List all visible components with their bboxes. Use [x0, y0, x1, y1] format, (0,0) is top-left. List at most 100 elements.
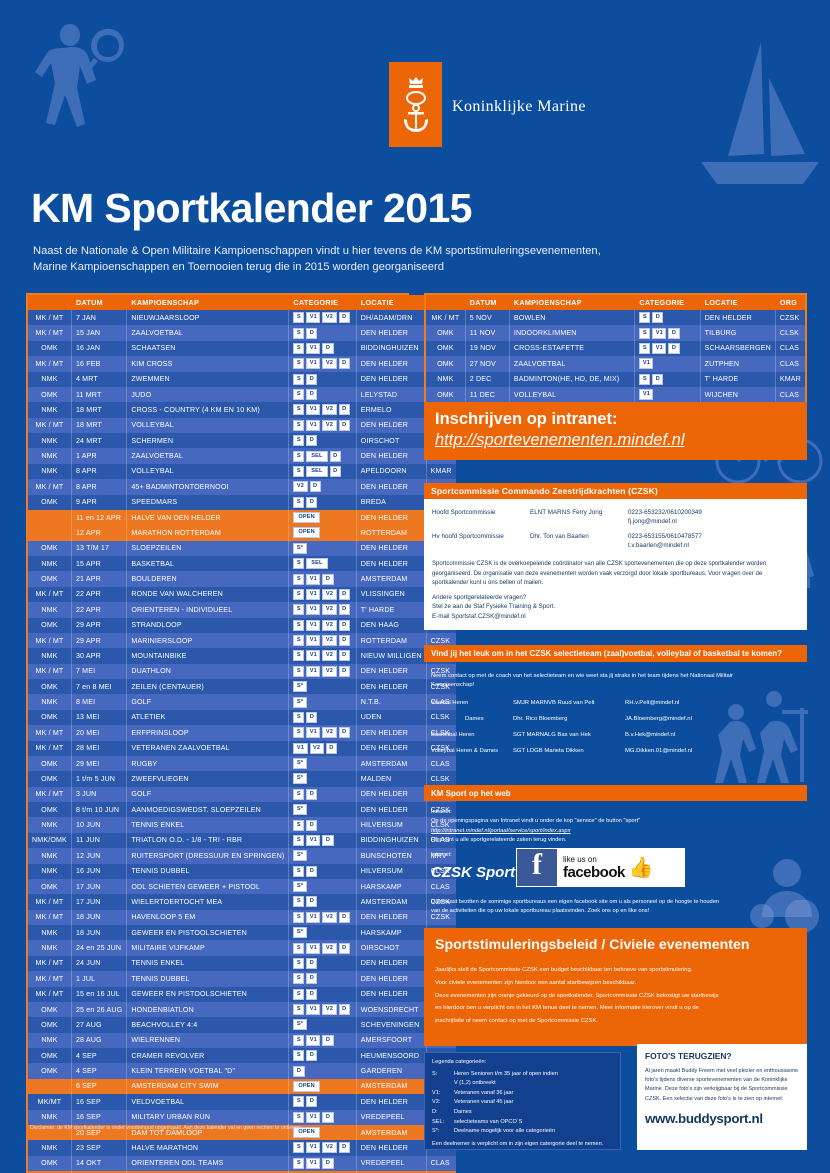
- table-row[interactable]: NMK 12 JUN RUITERSPORT (DRESSUUR EN SPRING…: [28, 848, 456, 864]
- table-row[interactable]: MK / MT 5 NOV BOWLEN S D DEN HELDER CZSK: [426, 310, 805, 326]
- table-row[interactable]: NMK 30 APR MOUNTAINBIKE S V1 V2 D NIEUW MILLIGE…: [28, 648, 456, 664]
- category-badge: S: [293, 373, 305, 385]
- cell-kampioenschap: SCHAATSEN: [126, 340, 290, 357]
- cell-locatie: OIRSCHOT: [356, 940, 427, 956]
- table-row[interactable]: MK / MT 7 MEI DUATHLON S V1 V2 D DEN HELDER CZSK: [28, 663, 456, 679]
- intranet-url-link[interactable]: http://sportevenementen.mindef.nl: [435, 431, 685, 449]
- facebook-like-badge[interactable]: f like us on facebook 👍: [516, 848, 685, 887]
- cell-datum: 6 SEP: [71, 1078, 128, 1095]
- coach-email[interactable]: MG.Dikken.01@mindef.nl: [625, 748, 693, 754]
- table-row[interactable]: MK / MT 8 APR 45+ BADMINTONTOERNOOI V2 D DEN …: [28, 479, 456, 495]
- category-badge: OPEN: [293, 512, 320, 524]
- table-row[interactable]: OMK 4 SEP KLEIN TERREIN VOETBAL "D" D GARDER…: [28, 1063, 456, 1079]
- legend-item: SEL: selectieteams van OPCO`S: [432, 1118, 613, 1128]
- table-row[interactable]: OMK 14 OKT ORIENTEREN ODL TEAMS S V1 D VREDEPE…: [28, 1155, 456, 1171]
- table-row[interactable]: NMK 8 MEI GOLF S* N.T.B. CLAS: [28, 694, 456, 710]
- category-badge: D: [306, 373, 318, 385]
- table-row[interactable]: MK / MT 29 APR MARINIERSLOOP S V1 V2 D ROTTERDA…: [28, 632, 456, 649]
- table-row[interactable]: OMK 7 en 8 MEI ZEILEN (CENTAUER) S* DEN HELD…: [28, 679, 456, 695]
- category-badge: D: [329, 465, 341, 477]
- table-row[interactable]: 25 OKTMARINE CORPS MARATHONSELECTIEWASHI…: [28, 1171, 456, 1173]
- table-row[interactable]: MK / MT 28 MEI VETERANEN ZAALVOETBAL V1 V2 D D…: [28, 740, 456, 756]
- cell-kampioenschap: KLEIN TERREIN VOETBAL "D": [126, 1063, 290, 1079]
- contact-email[interactable]: t.v.baarlen@mindef.nl: [628, 542, 689, 549]
- cell-kampioenschap: HONDENBIATLON: [126, 1001, 290, 1018]
- table-row[interactable]: MK / MT 18 JUN HAVENLOOP 5 EM S V1 V2 D DEN HEL…: [28, 909, 456, 925]
- category-badge: S: [293, 942, 305, 954]
- legend-footer: Een deelnemer is verplicht om in zijn ei…: [432, 1140, 604, 1147]
- table-row[interactable]: NMK/OMK 11 JUN TRIATLON O.D. - 1/8 - TRI -…: [28, 832, 456, 849]
- cell-categorie: S V1 V2 D: [288, 632, 357, 649]
- table-row[interactable]: OMK 11 NOV INDOORKLIMMEN S V1 D TILBURG CLSK: [426, 325, 805, 341]
- table-row[interactable]: 11 en 12 APR HALVE VAN DEN HELDER OPEN DEN …: [28, 509, 456, 526]
- coach-row: Basketbal Heren SGT MARNALG Bas van Hek B.…: [431, 731, 801, 740]
- table-row[interactable]: OMK 8 t/m 10 JUN AANMOEDIGSWEDST. SLOEPZEI…: [28, 802, 456, 818]
- table-row[interactable]: OMK 27 NOV ZAALVOETBAL V1 ZUTPHEN CLAS: [426, 356, 805, 372]
- table-row[interactable]: OMK 25 en 26 AUG HONDENBIATLON S V1 V2 D WOENSD…: [28, 1001, 456, 1018]
- contact-email[interactable]: fj.jong@mindef.nl: [628, 518, 677, 525]
- category-badge: S*: [293, 804, 307, 816]
- table-row[interactable]: OMK 1 t/m 5 JUN ZWEEFVLIEGEN S* MALDEN CLSK: [28, 771, 456, 787]
- cell-kampioenschap: VOLLEYBAL: [509, 386, 636, 403]
- table-row[interactable]: MK / MT 17 JUN WIELERTOERTOCHT MEA S D AMSTER…: [28, 894, 456, 910]
- cell-kampioenschap: STRANDLOOP: [126, 617, 290, 633]
- cell-locatie: OIRSCHOT: [356, 433, 427, 449]
- table-row[interactable]: OMK 11 DEC VOLLEYBAL V1 WIJCHEN CLAS: [426, 386, 805, 403]
- cell-kampioenschap: RONDE VAN WALCHEREN: [126, 586, 290, 603]
- cell-categorie: S V1 V2 D: [288, 586, 357, 603]
- table-row[interactable]: MK / MT 22 APR RONDE VAN WALCHEREN S V1 V2 D VL…: [28, 586, 456, 603]
- table-row[interactable]: MK / MT 7 JAN NIEUWJAARSLOOP S V1 V2 D DH/ADAM/…: [28, 310, 456, 326]
- cell-datum: 27 AUG: [71, 1017, 128, 1033]
- coach-email[interactable]: RH.v.Pelt@mindef.nl: [625, 700, 680, 706]
- table-row[interactable]: MK / MT 15 en 16 JUL GEWEER EN PISTOOLSCHI…: [28, 986, 456, 1002]
- cell-datum: 16 JAN: [71, 340, 128, 357]
- table-row[interactable]: OMK 17 JUN ODL SCHIETEN GEWEER + PISTOOL S*…: [28, 878, 456, 895]
- table-row[interactable]: NMK 10 JUN TENNIS ENKEL S D HILVERSUM CLSK: [28, 817, 456, 833]
- table-row[interactable]: NMK 16 SEP MILITARY URBAN RUN S V1 D VREDEPEEL…: [28, 1109, 456, 1125]
- intranet-portal-link[interactable]: http://intranet.mindef.nl/portaal/servic…: [431, 827, 571, 834]
- table-row[interactable]: NMK 22 APR ORIENTEREN - INDIVIDUEEL S V1 V2 D T…: [28, 602, 456, 618]
- table-row[interactable]: NMK 24 en 25 JUN MILITAIRE VIJFKAMP S V1 V2 D O…: [28, 940, 456, 956]
- cell-datum: 4 MRT: [71, 371, 128, 387]
- table-row[interactable]: NMK 2 DEC BADMINTON(HE, HD, DE, MIX) S D T' H…: [426, 371, 805, 387]
- selectieteam-header: Vind jij het leuk om in het CZSK selecti…: [424, 645, 807, 662]
- coach-email[interactable]: JA.Bloemberg@mindef.nl: [625, 716, 692, 722]
- buddysport-url[interactable]: www.buddysport.nl: [645, 1110, 763, 1126]
- table-row[interactable]: NMK 16 JUN TENNIS DUBBEL S D HILVERSUM CLSK: [28, 863, 456, 879]
- table-row[interactable]: MK / MT 20 MEI ERFPRINSLOOP S V1 V2 D DEN HELDE…: [28, 725, 456, 741]
- table-row[interactable]: NMK 18 MRT CROSS - COUNTRY (4 KM EN 10 KM)…: [28, 402, 456, 418]
- cell-org: CZSK: [426, 802, 456, 818]
- table-row[interactable]: OMK 13 MEI ATLETIEK S D UDEN CLSK: [28, 709, 456, 726]
- table-row[interactable]: OMK 29 MEI RUGBY S* AMSTERDAM CLAS: [28, 755, 456, 772]
- table-row[interactable]: OMK 19 NOV CROSS-ESTAFETTE S V1 D SCHAARSBERGE…: [426, 340, 805, 357]
- coach-email[interactable]: B.v.Hek@mindef.nl: [625, 732, 676, 738]
- category-badge: V2: [322, 911, 337, 923]
- table-row[interactable]: NMK 18 JUN GEWEER EN PISTOOLSCHIETEN S* HARS…: [28, 925, 456, 941]
- table-row[interactable]: NMK 8 APR VOLLEYBAL S SEL D APELDOORN KMAR: [28, 463, 456, 480]
